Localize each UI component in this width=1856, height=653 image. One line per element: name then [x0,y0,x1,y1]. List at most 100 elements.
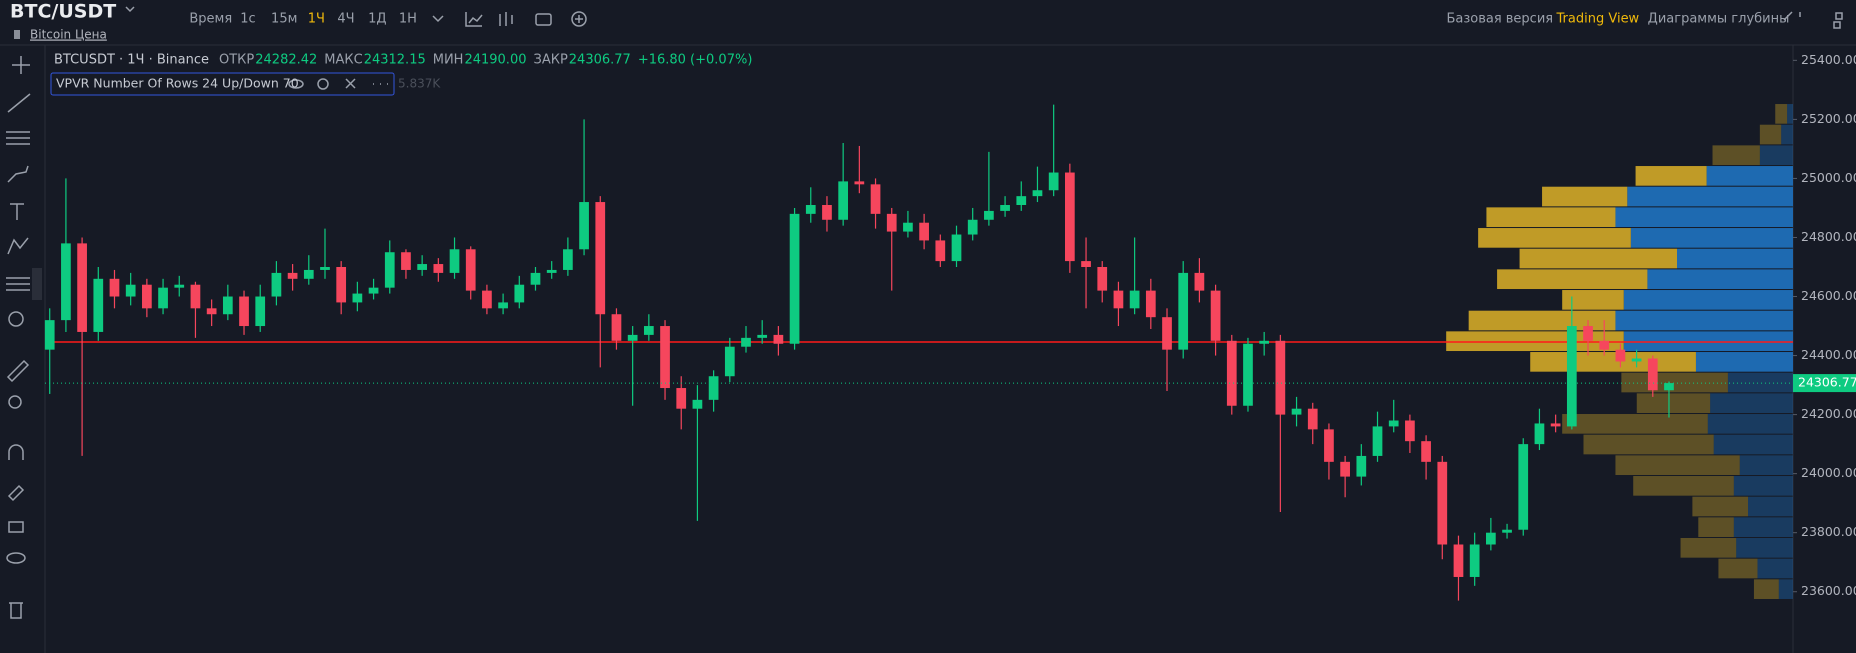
candles-icon[interactable] [499,12,513,26]
candle-body [158,287,168,309]
candle-body [1210,290,1221,341]
interval[interactable]: 1Д [368,12,386,27]
candle-body [401,252,411,270]
profile-bar [1615,310,1793,331]
y-tick-label: 23800.00 [1801,524,1856,539]
candle-body [627,334,638,341]
candle-body [1340,461,1350,477]
candle-body [320,266,330,270]
profile-bar [1647,269,1793,290]
ruler-tool[interactable] [6,359,30,383]
candle-body [77,243,87,332]
lock-tool[interactable] [8,521,24,533]
last-price-box [1793,374,1856,393]
candle-body [1032,190,1043,197]
y-tick-label: 24000.00 [1801,465,1856,480]
candle-body [660,326,670,389]
legend-value: 24282.42 [255,53,317,68]
candle-body [741,337,751,347]
dropdown[interactable] [432,15,444,23]
symbol-dropdown[interactable] [125,6,135,13]
candle-body [1178,272,1189,350]
window-icons[interactable] [1783,11,1843,29]
interval[interactable]: 1Ч [308,12,325,27]
candle-body [1372,426,1383,456]
profile-bar [1630,228,1793,248]
subtitle: Bitcoin Цена [30,28,107,42]
candle-body [1194,272,1205,291]
view-tab[interactable]: Trading View [1556,12,1640,27]
left-toolbar[interactable] [6,56,42,619]
candle-body [206,308,217,315]
profile-bar [1636,393,1711,414]
candle-body [93,278,104,332]
trash-tool[interactable] [9,602,23,619]
crosshair-tool[interactable] [12,56,30,74]
legend-label: ЗАКР [533,53,567,68]
profile-bar [1712,145,1760,166]
candle-body [271,272,282,297]
indicator-eye[interactable] [288,79,304,89]
candle-body [449,249,460,273]
legend-value: 24190.00 [464,53,526,68]
legend-change: +16.80 (+0.07%) [638,53,753,68]
candle-body [1486,532,1496,545]
candle-body [919,222,929,241]
profile-bar [1713,434,1793,455]
y-tick-label: 25400.00 [1801,52,1856,67]
candle-body [1566,326,1577,427]
candle-body [1453,544,1464,577]
pattern-tool[interactable] [7,237,29,255]
line-tool[interactable] [7,93,31,113]
add-plus[interactable] [575,15,583,23]
indicator-close[interactable] [345,78,356,89]
candle-body [530,272,541,285]
candle-body [643,326,654,335]
candle-body [1324,429,1334,462]
y-tick-label: 25200.00 [1801,111,1856,126]
zoom-tool[interactable] [8,395,22,409]
top-icons[interactable] [125,6,1843,29]
magnet-tool[interactable] [8,444,24,460]
fib-tool[interactable] [6,131,30,145]
indicator-icons[interactable] [288,78,388,90]
candle-body [1550,423,1561,427]
eye-tool[interactable] [6,552,26,564]
interval[interactable]: 4Ч [337,12,354,27]
view-tab[interactable]: Диаграммы глубины [1648,12,1790,27]
candle-body [1502,529,1512,533]
indicators-icon[interactable] [465,12,483,27]
emoji-tool[interactable] [8,311,24,327]
candle-body [498,302,508,309]
interval[interactable]: 1Н [399,12,417,27]
candle-body [1647,358,1658,391]
interval[interactable]: 1с [240,12,255,27]
profile-bar [1497,269,1648,290]
candle-body [1081,261,1091,267]
toolbar-toggle[interactable] [32,268,42,300]
view-tab[interactable]: Базовая версия [1446,12,1553,27]
legend-label: МИН [433,53,464,68]
candle-body [433,264,444,273]
brush-tool[interactable] [7,165,29,183]
profile-bar [1727,372,1793,393]
indicator-settings[interactable] [317,78,329,90]
indicator-box [50,72,395,96]
legend-label: ОТКР [219,53,254,68]
profile-bar [1707,414,1793,434]
text-tool[interactable] [10,203,24,220]
candle-body [1048,172,1059,191]
profile-bar [1733,517,1793,538]
y-tick-label: 23600.00 [1801,583,1856,598]
interval[interactable]: 15м [271,12,297,27]
candle-body [1583,326,1593,341]
camera-icon[interactable] [535,13,552,26]
measure-tool[interactable] [6,277,30,291]
candle-body [870,184,881,214]
candle-body [708,376,719,400]
profile-bar [1562,414,1708,434]
candle-body [546,269,557,273]
add-icon[interactable] [571,11,587,27]
y-tick-label: 24400.00 [1801,347,1856,362]
lock-draw-tool[interactable] [7,484,25,502]
